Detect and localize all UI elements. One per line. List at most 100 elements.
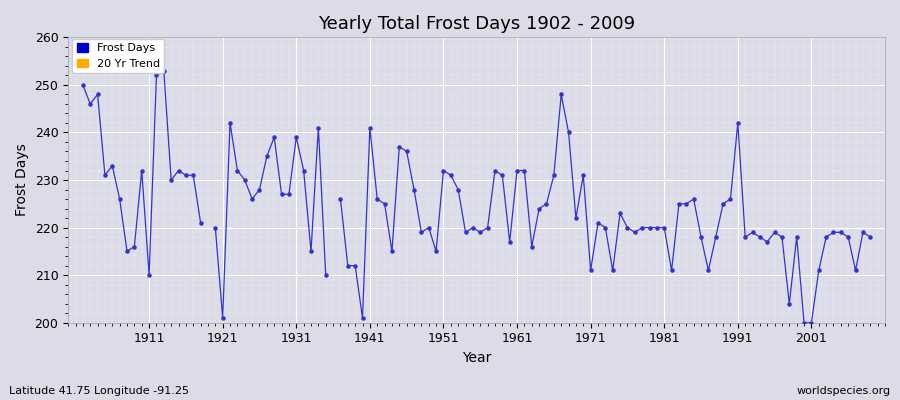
Point [274, 191, 289, 198]
Legend: Frost Days, 20 Yr Trend: Frost Days, 20 Yr Trend [72, 39, 165, 74]
Point [179, 172, 194, 178]
Point [863, 234, 878, 240]
Point [282, 191, 296, 198]
Point [650, 224, 664, 231]
Point [384, 248, 399, 254]
Point [223, 120, 238, 126]
Point [606, 267, 620, 274]
Point [473, 229, 488, 236]
Point [194, 220, 208, 226]
Point [841, 234, 855, 240]
Point [311, 124, 326, 131]
Point [296, 167, 310, 174]
Point [701, 267, 716, 274]
Point [112, 196, 127, 202]
Point [849, 267, 863, 274]
Point [664, 267, 679, 274]
Point [796, 320, 811, 326]
Point [429, 248, 444, 254]
Point [458, 229, 473, 236]
Point [142, 272, 157, 278]
Point [583, 267, 598, 274]
Point [671, 201, 686, 207]
Point [120, 248, 134, 254]
Point [444, 172, 458, 178]
Point [414, 229, 428, 236]
Point [495, 172, 509, 178]
Point [259, 153, 274, 160]
Point [525, 244, 539, 250]
Point [657, 224, 671, 231]
Point [356, 315, 370, 321]
Point [149, 72, 164, 78]
Point [576, 172, 590, 178]
Point [105, 162, 120, 169]
Point [90, 91, 104, 98]
Point [760, 239, 775, 245]
Point [782, 300, 796, 307]
Point [856, 229, 870, 236]
Point [562, 129, 576, 136]
Point [687, 196, 701, 202]
Point [613, 210, 627, 216]
Point [319, 272, 333, 278]
Point [340, 262, 355, 269]
Point [83, 101, 97, 107]
Point [238, 177, 252, 183]
Point [134, 167, 148, 174]
Point [370, 196, 384, 202]
Point [694, 234, 708, 240]
Point [392, 144, 407, 150]
Point [157, 68, 171, 74]
Point [289, 134, 303, 140]
Point [252, 186, 266, 193]
Point [186, 172, 201, 178]
Point [598, 224, 613, 231]
Point [164, 177, 178, 183]
Point [400, 148, 414, 155]
Point [819, 234, 833, 240]
X-axis label: Year: Year [462, 351, 491, 365]
Text: Latitude 41.75 Longitude -91.25: Latitude 41.75 Longitude -91.25 [9, 386, 189, 396]
Y-axis label: Frost Days: Frost Days [15, 144, 29, 216]
Title: Yearly Total Frost Days 1902 - 2009: Yearly Total Frost Days 1902 - 2009 [318, 15, 635, 33]
Point [502, 239, 517, 245]
Point [532, 205, 546, 212]
Point [775, 234, 789, 240]
Point [680, 201, 694, 207]
Point [215, 315, 230, 321]
Point [738, 234, 752, 240]
Point [554, 91, 569, 98]
Point [333, 196, 347, 202]
Point [407, 186, 421, 193]
Point [377, 201, 392, 207]
Point [304, 248, 319, 254]
Point [127, 244, 141, 250]
Point [789, 234, 804, 240]
Point [76, 82, 90, 88]
Point [752, 234, 767, 240]
Point [436, 167, 451, 174]
Point [546, 172, 561, 178]
Point [590, 220, 605, 226]
Point [643, 224, 657, 231]
Point [348, 262, 363, 269]
Point [745, 229, 760, 236]
Point [708, 234, 723, 240]
Point [267, 134, 282, 140]
Point [716, 201, 730, 207]
Point [539, 201, 554, 207]
Point [620, 224, 634, 231]
Point [481, 224, 495, 231]
Point [518, 167, 532, 174]
Point [208, 224, 222, 231]
Point [812, 267, 826, 274]
Point [245, 196, 259, 202]
Point [451, 186, 465, 193]
Point [171, 167, 185, 174]
Point [510, 167, 525, 174]
Point [833, 229, 848, 236]
Point [98, 172, 112, 178]
Point [421, 224, 436, 231]
Point [627, 229, 642, 236]
